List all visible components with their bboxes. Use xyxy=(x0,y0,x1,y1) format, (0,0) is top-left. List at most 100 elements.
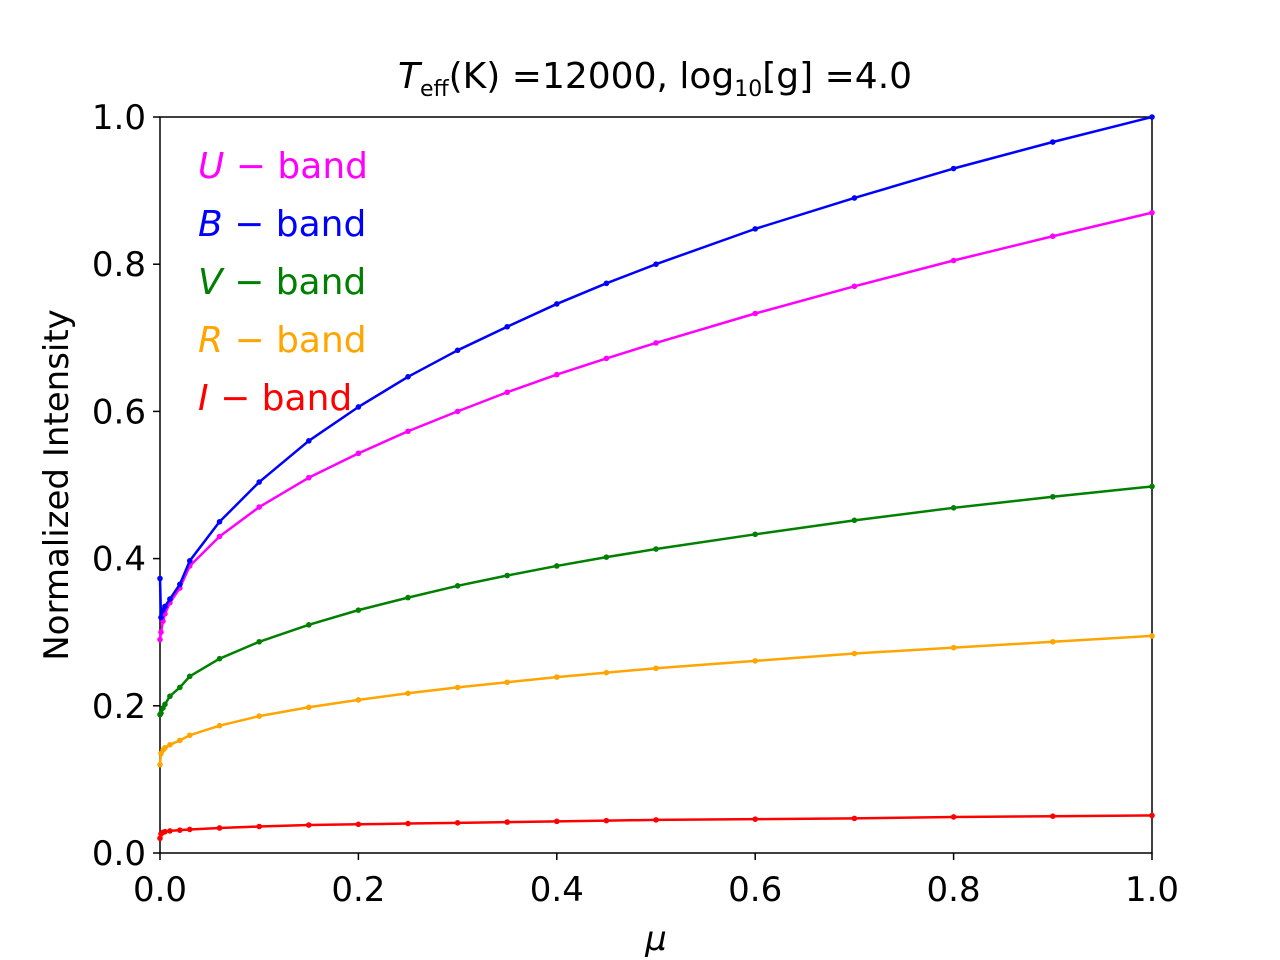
legend-letter: I xyxy=(198,378,209,419)
data-point-U xyxy=(554,371,560,378)
legend-rest: − band xyxy=(224,146,368,187)
series-B xyxy=(157,114,1155,621)
data-point-B xyxy=(752,226,758,232)
data-point-I xyxy=(167,828,173,834)
data-point-I xyxy=(653,817,659,823)
x-axis-title: μ xyxy=(644,919,667,959)
data-point-U xyxy=(158,629,164,635)
legend-letter: B xyxy=(198,204,223,245)
data-point-R xyxy=(216,722,223,729)
data-point-I xyxy=(216,825,223,831)
series-line-V xyxy=(158,485,1153,716)
data-point-U xyxy=(306,474,312,481)
legend-letter: U xyxy=(198,146,224,187)
data-point-V xyxy=(1050,493,1056,500)
data-point-V xyxy=(177,684,183,691)
data-point-I xyxy=(162,828,168,835)
data-point-U xyxy=(752,310,758,317)
data-point-I xyxy=(1050,813,1056,819)
x-tick-label: 0.0 xyxy=(133,870,187,910)
legend-rest: − band xyxy=(223,204,367,245)
series-V xyxy=(157,483,1155,718)
data-point-V xyxy=(162,701,168,708)
data-point-B xyxy=(454,347,461,354)
data-point-B xyxy=(504,323,511,330)
legend-entry-V: V − band xyxy=(198,262,366,303)
data-point-I xyxy=(355,821,362,828)
data-point-R xyxy=(554,674,560,680)
data-point-U xyxy=(405,428,411,435)
title-eff: eff xyxy=(420,77,450,102)
data-point-R xyxy=(167,742,173,748)
data-point-V xyxy=(950,505,957,511)
series-line-B xyxy=(158,115,1153,619)
data-point-B xyxy=(851,195,858,201)
data-point-R xyxy=(405,690,411,697)
legend-entry-I: I − band xyxy=(198,378,352,419)
data-point-R xyxy=(851,650,858,657)
data-point-V xyxy=(167,693,173,700)
data-point-R xyxy=(653,665,659,672)
plot-frame xyxy=(159,116,1153,854)
data-point-B xyxy=(603,280,610,287)
data-point-V xyxy=(216,655,223,662)
legend-letter: V xyxy=(198,262,225,303)
series-I xyxy=(157,812,1155,842)
y-tick-label: 0.8 xyxy=(92,245,146,285)
title-k: (K) =12000, log xyxy=(449,56,735,97)
data-point-I xyxy=(186,826,193,833)
y-tick-label: 0.6 xyxy=(92,392,146,432)
x-tick-label: 0.2 xyxy=(331,870,385,910)
title-t: T xyxy=(398,56,423,97)
x-tick-label: 1.0 xyxy=(1125,870,1179,910)
data-point-U xyxy=(454,408,461,415)
data-point-V xyxy=(405,594,411,601)
data-point-V xyxy=(186,673,193,680)
title-sub10: 10 xyxy=(734,77,762,102)
data-point-R xyxy=(603,669,610,676)
data-point-R xyxy=(162,744,168,751)
y-tick-label: 0.4 xyxy=(92,540,146,580)
data-point-B xyxy=(306,438,312,444)
data-point-B xyxy=(186,558,193,564)
data-point-U xyxy=(950,257,957,264)
data-point-I xyxy=(504,819,511,825)
data-point-V xyxy=(851,517,858,524)
data-point-B xyxy=(158,614,164,621)
data-point-U xyxy=(1149,209,1155,216)
data-point-U xyxy=(256,504,263,510)
title-g: [g] =4.0 xyxy=(762,56,912,97)
data-point-R xyxy=(186,732,193,739)
data-point-R xyxy=(1149,633,1155,639)
data-point-I xyxy=(157,835,163,842)
data-point-B xyxy=(256,479,263,485)
legend-entry-R: R − band xyxy=(198,320,367,361)
series-line-U xyxy=(158,211,1153,640)
data-point-I xyxy=(554,818,560,825)
data-point-U xyxy=(653,340,659,346)
data-point-R xyxy=(454,684,461,691)
data-point-I xyxy=(752,816,758,822)
data-point-R xyxy=(355,697,362,703)
legend-entry-B: B − band xyxy=(198,204,366,245)
y-tick-label: 0.2 xyxy=(92,687,146,727)
data-point-I xyxy=(177,827,183,833)
data-point-U xyxy=(216,533,223,540)
data-point-B xyxy=(157,575,163,582)
legend-entry-U: U − band xyxy=(198,146,368,187)
legend-rest: − band xyxy=(223,262,367,303)
data-point-B xyxy=(167,596,173,602)
data-point-R xyxy=(177,737,183,744)
data-point-V xyxy=(653,546,659,552)
data-point-U xyxy=(157,636,163,643)
data-point-V xyxy=(306,622,312,628)
data-point-B xyxy=(355,404,362,410)
data-point-B xyxy=(216,519,223,525)
data-point-V xyxy=(603,554,610,560)
data-point-R xyxy=(1050,638,1056,645)
data-point-B xyxy=(162,603,168,610)
data-point-R xyxy=(157,761,163,768)
data-point-V xyxy=(1149,483,1155,490)
